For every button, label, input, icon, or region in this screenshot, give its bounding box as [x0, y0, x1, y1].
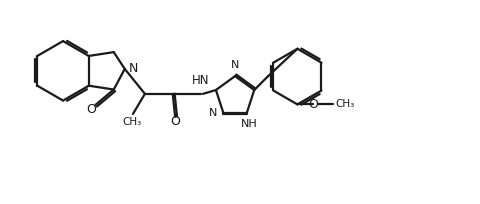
Text: NH: NH	[240, 119, 257, 129]
Text: N: N	[128, 62, 138, 75]
Text: N: N	[230, 60, 238, 70]
Text: O: O	[170, 115, 180, 128]
Text: CH₃: CH₃	[122, 117, 141, 127]
Text: HN: HN	[192, 74, 209, 87]
Text: O: O	[86, 103, 96, 116]
Text: O: O	[307, 98, 317, 111]
Text: N: N	[209, 108, 217, 118]
Text: CH₃: CH₃	[335, 99, 354, 109]
